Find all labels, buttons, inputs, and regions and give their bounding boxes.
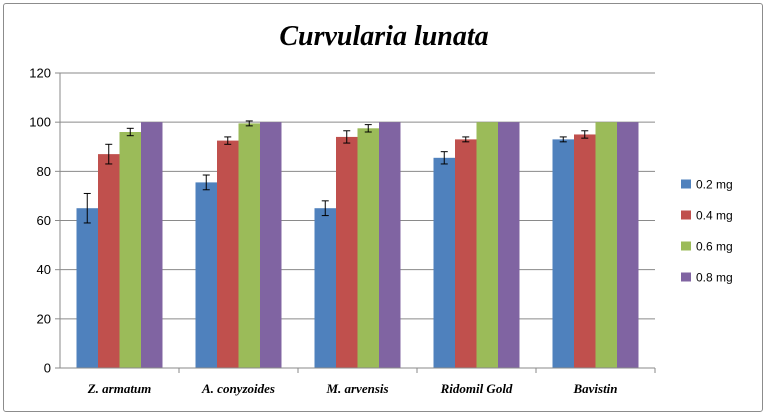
legend-label: 0.2 mg — [696, 178, 733, 192]
bar — [552, 139, 574, 368]
x-tick-label: A. conyzoides — [201, 381, 275, 396]
legend-label: 0.8 mg — [696, 271, 733, 285]
bar — [217, 140, 239, 368]
x-tick-label: Z. armatum — [87, 381, 152, 396]
bar — [433, 157, 455, 368]
bar — [314, 208, 336, 368]
bar — [357, 128, 379, 368]
legend-swatch — [681, 179, 691, 189]
y-tick-label: 0 — [44, 361, 51, 376]
bar — [76, 208, 98, 368]
chart-title: Curvularia lunata — [279, 21, 488, 52]
bar — [476, 122, 498, 369]
legend-swatch — [681, 272, 691, 282]
legend: 0.2 mg 0.4 mg 0.6 mg 0.8 mg — [681, 178, 733, 285]
y-tick-label: 120 — [29, 66, 51, 81]
bar — [617, 122, 639, 369]
bar — [595, 122, 617, 369]
bar — [574, 134, 596, 368]
bars — [76, 122, 639, 369]
bar — [260, 122, 282, 369]
x-axis-ticks: Z. armatum A. conyzoides M. arvensis Ridomi… — [87, 381, 618, 396]
y-tick-label: 100 — [29, 115, 51, 130]
x-tick-label: Ridomil Gold — [440, 381, 513, 396]
bar — [455, 139, 477, 368]
y-tick-label: 40 — [37, 262, 51, 277]
x-tick-label: Bavistin — [572, 381, 617, 396]
legend-swatch — [681, 241, 691, 251]
error-bars — [83, 120, 589, 224]
bar — [238, 123, 260, 368]
legend-swatch — [681, 210, 691, 220]
bar — [498, 122, 520, 369]
y-tick-label: 80 — [37, 164, 51, 179]
y-tick-label: 60 — [37, 213, 51, 228]
legend-label: 0.6 mg — [696, 240, 733, 254]
bar — [141, 122, 163, 369]
bar — [336, 136, 358, 368]
y-tick-label: 20 — [37, 311, 51, 326]
bar — [98, 154, 120, 368]
legend-label: 0.4 mg — [696, 209, 733, 223]
bar — [119, 132, 141, 368]
bar — [379, 122, 401, 369]
bar — [195, 182, 217, 368]
axes — [55, 72, 656, 373]
y-axis-ticks: 0 20 40 60 80 100 120 — [29, 66, 51, 376]
x-tick-label: M. arvensis — [325, 381, 388, 396]
